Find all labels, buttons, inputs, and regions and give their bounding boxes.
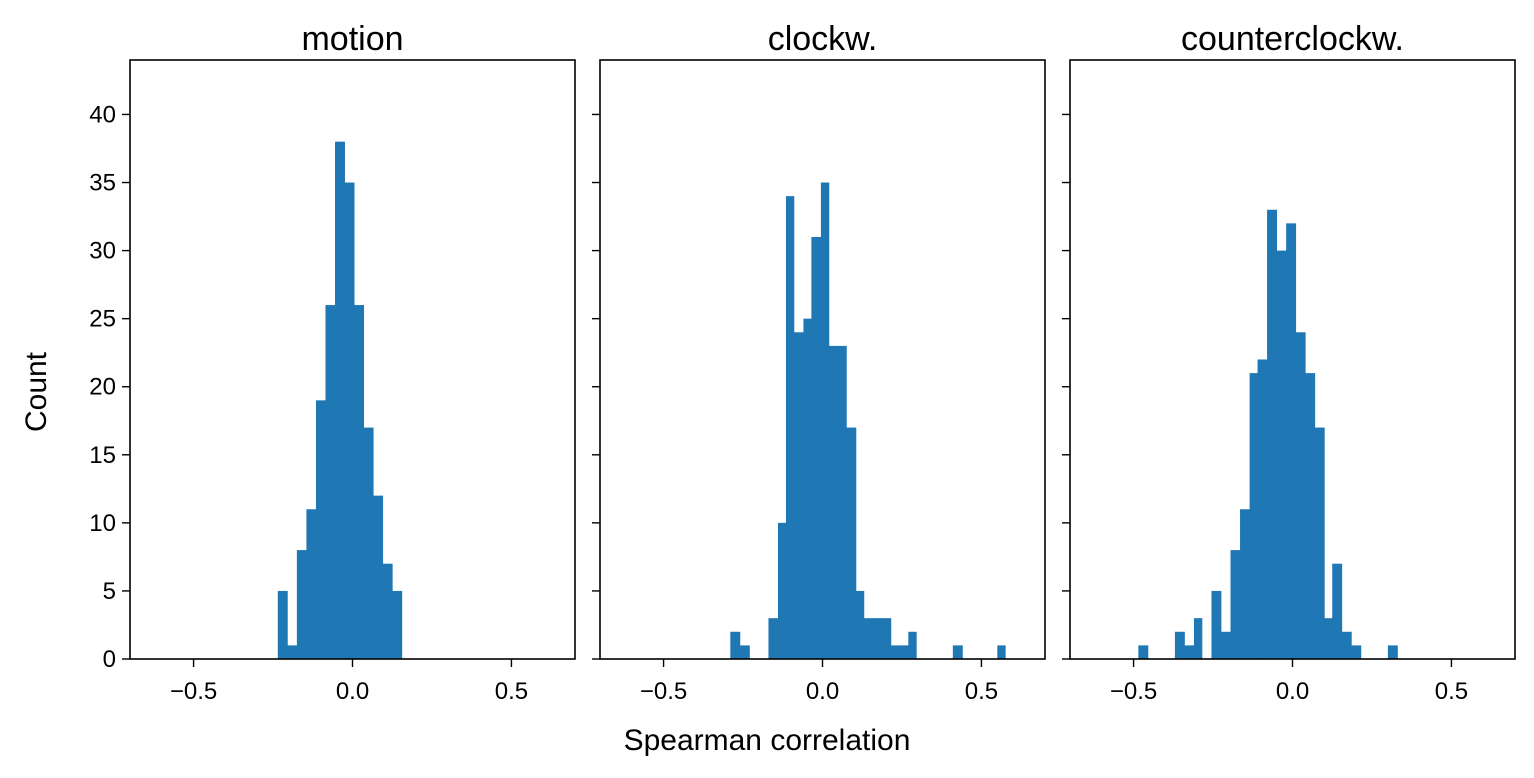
y-tick-label: 5 (103, 578, 116, 605)
x-tick-label: 0.5 (495, 678, 528, 705)
histogram-bar (1220, 631, 1231, 659)
bars (1138, 209, 1398, 660)
y-tick-label: 20 (89, 374, 116, 401)
panel-title: clockw. (768, 20, 878, 58)
histogram-bar (739, 645, 750, 659)
histogram-bar (1230, 550, 1241, 659)
histogram-bar (838, 345, 847, 659)
histogram-bar (363, 427, 374, 659)
panel-title: motion (301, 20, 403, 58)
y-tick-label: 35 (89, 170, 116, 197)
y-tick-label: 40 (89, 101, 116, 128)
histogram-bar (1351, 645, 1362, 659)
histogram-bar (820, 182, 830, 659)
histogram-bar (881, 618, 892, 659)
histogram-bar (335, 141, 345, 659)
histogram-bar (785, 196, 795, 659)
histogram-bar (898, 645, 909, 659)
y-tick-label: 30 (89, 238, 116, 265)
x-tick-label: 0.0 (336, 678, 369, 705)
histogram-bar (1240, 509, 1250, 659)
histogram-bar (873, 618, 882, 659)
bars (730, 182, 1006, 660)
histogram-bar (296, 550, 307, 659)
histogram-bar (1341, 631, 1352, 659)
panel-3: counterclockw. −0.5 0.0 0.5 (1062, 20, 1516, 705)
y-tick-label: 10 (89, 510, 116, 537)
y-tick-label: 25 (89, 306, 116, 333)
histogram-bar (1305, 373, 1316, 659)
histogram-bar (855, 590, 865, 659)
histogram-bar (1193, 618, 1203, 659)
histogram-bar (997, 645, 1006, 659)
x-tick-label: 0.5 (1435, 678, 1468, 705)
histogram-bar (1211, 590, 1222, 659)
histogram-bar (1257, 359, 1268, 659)
histogram-bar (315, 400, 326, 659)
histogram-bar (277, 590, 288, 659)
x-tick-label: −0.5 (640, 678, 687, 705)
histogram-bar (1286, 223, 1297, 660)
x-tick-label: 0.0 (806, 678, 839, 705)
histogram-bar (287, 645, 298, 659)
histogram-bar (1138, 645, 1149, 659)
histogram-bar (354, 305, 365, 659)
histogram-bar (908, 631, 917, 659)
x-tick-label: 0.5 (965, 678, 998, 705)
y-axis-label: Count (20, 351, 53, 432)
histogram-bar (1332, 563, 1343, 659)
histogram-bar (803, 318, 812, 659)
x-tick-label: −0.5 (1110, 678, 1157, 705)
panels: motion −0.5 0.0 0.5 0 5 10 15 20 25 30 35 40 clockw. −… (89, 20, 1516, 705)
histogram-bar (793, 332, 804, 659)
histogram-bar (952, 645, 963, 659)
y-tick-label: 15 (89, 442, 116, 469)
histogram-bar (382, 563, 393, 659)
histogram-bar (863, 618, 874, 659)
histogram-bar (325, 305, 336, 659)
histogram-bar (778, 522, 787, 659)
histogram-bar (392, 590, 403, 659)
histogram-bar (1314, 427, 1325, 659)
histogram-bar (811, 236, 822, 660)
histogram-bar (828, 345, 839, 659)
panel-title: counterclockw. (1181, 20, 1404, 58)
histogram-bar (1267, 209, 1278, 659)
panel-1: motion −0.5 0.0 0.5 0 5 10 15 20 25 30 35 40 (89, 20, 576, 705)
histogram-bar (344, 182, 355, 659)
histogram-bar (1387, 645, 1398, 659)
histogram-bar (1276, 250, 1287, 659)
histogram-bar (373, 495, 384, 659)
histogram-bar (890, 645, 900, 659)
histogram-bar (1249, 373, 1258, 659)
histogram-bar (1324, 618, 1333, 659)
bars (277, 141, 403, 659)
histogram-bar (306, 509, 317, 659)
histogram-bar (846, 427, 857, 659)
y-tick-label: 0 (103, 646, 116, 673)
x-axis-label: Spearman correlation (624, 724, 911, 757)
histogram-bar (1295, 332, 1306, 659)
histogram-bar (1184, 645, 1195, 659)
x-tick-label: −0.5 (170, 678, 217, 705)
x-tick-label: 0.0 (1276, 678, 1309, 705)
histogram-bar (730, 631, 741, 659)
panel-2: clockw. −0.5 0.0 0.5 (592, 20, 1046, 705)
histogram-bar (768, 618, 779, 659)
histogram-bar (1174, 631, 1185, 659)
